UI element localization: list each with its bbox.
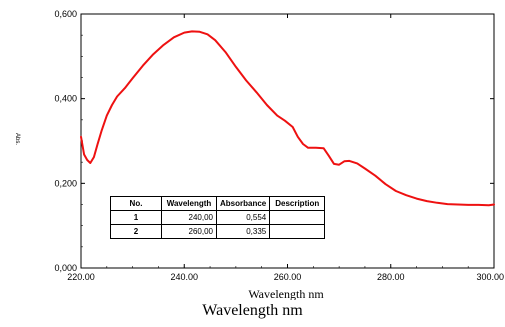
col-header-wavelength: Wavelength (161, 196, 217, 211)
y-tick-label: 0,600 (54, 9, 77, 19)
col-header-description: Description (269, 196, 326, 211)
table-row: 1 240,00 0,554 (110, 210, 326, 225)
table-row: 2 260,00 0,335 (110, 224, 326, 239)
y-tick-label: 0,400 (54, 94, 77, 104)
y-axis-label: Abs. (14, 133, 20, 145)
x-tick-label: 280.00 (377, 272, 405, 282)
series-line-absorbance (80, 30, 495, 207)
cell-absorbance: 0,554 (215, 210, 271, 225)
y-tick-label: 0,000 (54, 263, 77, 273)
x-tick-label: 240.00 (170, 272, 198, 282)
cell-wavelength: 240,00 (161, 210, 217, 225)
x-tick-label: 220.00 (67, 272, 95, 282)
cell-no: 2 (110, 224, 162, 239)
col-header-no: No. (110, 196, 162, 211)
cell-description (269, 210, 326, 225)
peak-table: No. Wavelength Absorbance Description 1 … (110, 196, 326, 239)
peak-table-header-row: No. Wavelength Absorbance Description (110, 196, 326, 211)
cell-wavelength: 260,00 (161, 224, 217, 239)
x-tick-label: 260.00 (274, 272, 302, 282)
x-axis-label: Wavelength nm (248, 287, 324, 300)
cell-no: 1 (110, 210, 162, 225)
x-tick-label: 300.00 (476, 272, 504, 282)
y-tick-label: 0,200 (54, 178, 77, 188)
cell-description (269, 224, 326, 239)
col-header-absorbance: Absorbance (215, 196, 271, 211)
figure-caption: Wavelength nm (202, 302, 303, 319)
x-axis: 220.00 240.00 260.00 280.00 300.00 (67, 14, 504, 282)
cell-absorbance: 0,335 (215, 224, 271, 239)
